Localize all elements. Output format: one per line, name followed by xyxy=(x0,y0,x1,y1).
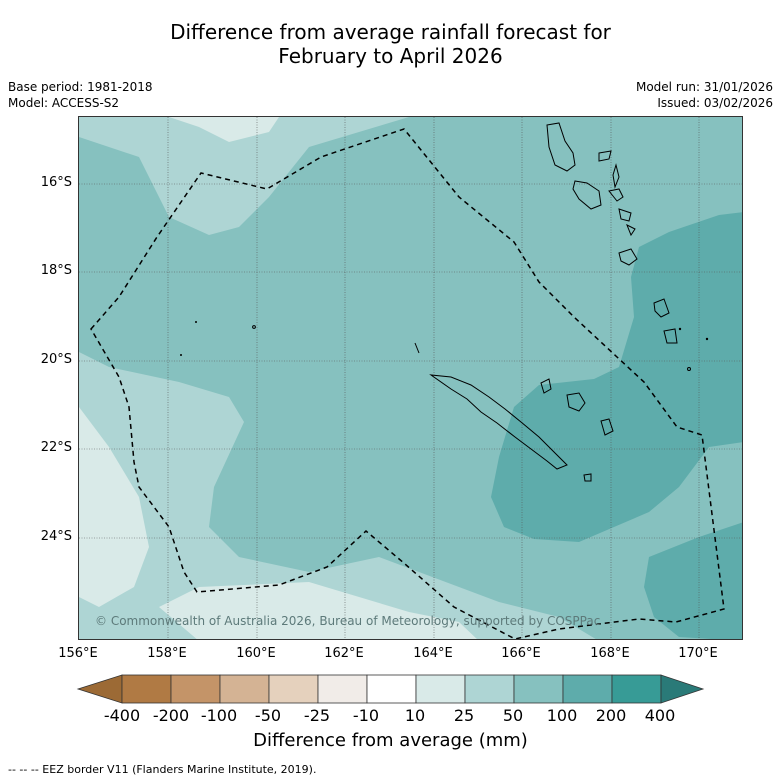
colorbar-tick: 200 xyxy=(595,706,627,725)
shade-10-25-top xyxy=(169,117,279,142)
shade-10-25-southwest xyxy=(79,407,149,607)
island-ouvea xyxy=(540,378,552,394)
colorbar-segment xyxy=(415,674,466,704)
colorbar-tick: -400 xyxy=(103,706,141,725)
colorbar-segment xyxy=(317,674,368,704)
shade-10-25-south xyxy=(159,582,477,639)
reef-3 xyxy=(252,325,256,329)
lon-label: 170°E xyxy=(678,646,718,661)
colorbar-tick: 100 xyxy=(546,706,578,725)
colorbar-segment xyxy=(121,674,172,704)
map-title-line2: February to April 2026 xyxy=(278,44,503,68)
shade-100-200-east xyxy=(491,212,742,542)
island-mare xyxy=(600,418,614,436)
rainfall-map: © Commonwealth of Australia 2026, Bureau… xyxy=(78,116,743,640)
colorbar-tick: -10 xyxy=(352,706,380,725)
reef-2 xyxy=(180,354,182,356)
colorbar-tick: 50 xyxy=(502,706,524,725)
colorbar-tick: 10 xyxy=(404,706,426,725)
colorbar-segment xyxy=(366,674,417,704)
lat-label: 24°S xyxy=(40,529,72,544)
colorbar-tick: 400 xyxy=(644,706,676,725)
base-period: Base period: 1981-2018 xyxy=(8,80,153,94)
graticule xyxy=(79,117,742,639)
copyright-notice: © Commonwealth of Australia 2026, Bureau… xyxy=(95,614,601,628)
new-caledonia-coast xyxy=(429,374,568,470)
colorbar xyxy=(76,674,705,704)
colorbar-segment xyxy=(170,674,221,704)
map-title-line1: Difference from average rainfall forecas… xyxy=(170,20,611,44)
island-maewo xyxy=(598,150,612,162)
island-futuna xyxy=(678,327,682,331)
lon-label: 160°E xyxy=(236,646,276,661)
colorbar-segment xyxy=(562,674,613,704)
map-canvas xyxy=(79,117,742,639)
colorbar-segment xyxy=(513,674,564,704)
lon-label: 162°E xyxy=(324,646,364,661)
colorbar-tick: 25 xyxy=(453,706,475,725)
eez-border xyxy=(90,128,725,639)
colorbar-tick: -25 xyxy=(303,706,331,725)
colorbar-label: Difference from average (mm) xyxy=(253,730,528,751)
issued-date: Issued: 03/02/2026 xyxy=(657,96,773,110)
island-espiritu-santo xyxy=(546,122,576,172)
island-efate xyxy=(618,248,638,266)
colorbar-segment xyxy=(219,674,270,704)
lon-label: 158°E xyxy=(147,646,187,661)
lat-label: 18°S xyxy=(40,263,72,278)
island-epi xyxy=(618,208,632,222)
lon-label: 168°E xyxy=(590,646,630,661)
colorbar-extend-low xyxy=(76,674,123,704)
colorbar-tick: -50 xyxy=(254,706,282,725)
lon-label: 166°E xyxy=(501,646,541,661)
island-pentecost xyxy=(612,163,620,189)
island-isle-of-pines xyxy=(583,473,592,482)
model-run: Model run: 31/01/2026 xyxy=(635,80,773,94)
island-erromango xyxy=(653,298,670,318)
eez-legend-note: -- -- -- EEZ border V11 (Flanders Marine… xyxy=(8,763,317,776)
colorbar-segment xyxy=(268,674,319,704)
colorbar-extend-high xyxy=(660,674,705,704)
lat-label: 20°S xyxy=(40,352,72,367)
island-matthew xyxy=(687,367,691,371)
colorbar-segment xyxy=(464,674,515,704)
island-chesterfield xyxy=(414,342,420,354)
island-tanna xyxy=(663,328,678,344)
colorbar-segment xyxy=(611,674,662,704)
colorbar-tick: -200 xyxy=(152,706,190,725)
lat-label: 16°S xyxy=(40,175,72,190)
colorbar-segments xyxy=(76,674,705,704)
colorbar-tick: -100 xyxy=(200,706,238,725)
reef-1 xyxy=(195,321,197,323)
island-shepherd xyxy=(626,223,636,237)
lat-label: 22°S xyxy=(40,440,72,455)
model-name: Model: ACCESS-S2 xyxy=(8,96,120,110)
island-ambrym xyxy=(608,188,624,202)
lon-label: 156°E xyxy=(58,646,98,661)
shade-100-200-southeast xyxy=(644,522,742,639)
island-malakula xyxy=(572,180,602,210)
island-lifou xyxy=(566,392,586,412)
lon-label: 164°E xyxy=(413,646,453,661)
island-aneityum xyxy=(705,337,709,341)
